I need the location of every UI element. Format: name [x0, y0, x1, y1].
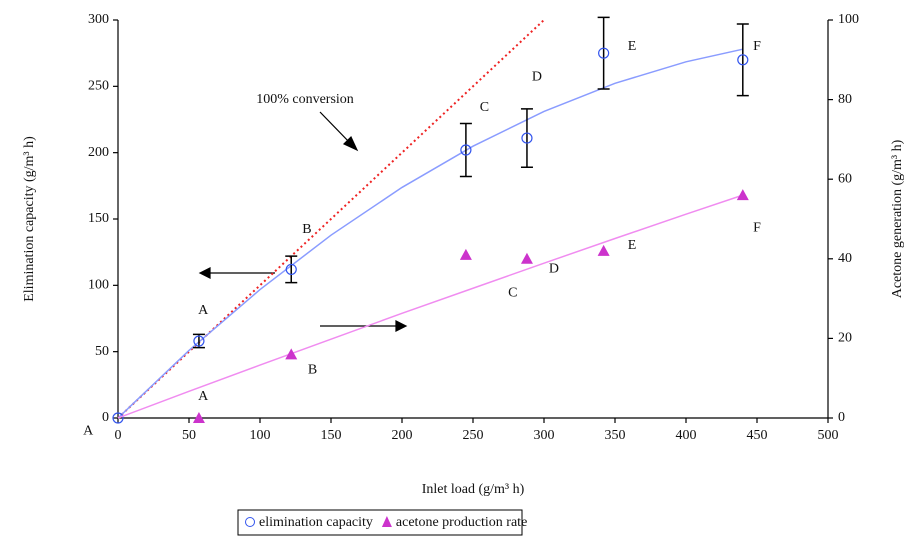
y2-tick-label: 0: [838, 410, 845, 425]
x-tick-label: 300: [534, 428, 555, 443]
point-label: D: [549, 262, 559, 277]
x-tick-label: 200: [392, 428, 413, 443]
error-bar: [736, 23, 749, 97]
arrows: [198, 111, 408, 332]
x-axis-title: Inlet load (g/m³ h): [422, 482, 525, 497]
y2-tick-label: 20: [838, 331, 852, 346]
x-tick-label: 0: [115, 428, 122, 443]
data-point: [459, 248, 472, 260]
legend-box: [237, 509, 523, 536]
data-point: [597, 244, 610, 256]
point-label: F: [753, 39, 761, 54]
data-point: [285, 348, 298, 360]
point-label: B: [308, 362, 317, 377]
x-tick-label: 450: [747, 428, 768, 443]
fit-line: [117, 194, 744, 419]
point-label: B: [302, 222, 311, 237]
data-point: [112, 412, 124, 424]
y-tick-label: 50: [95, 344, 109, 359]
x-tick-label: 50: [182, 428, 196, 443]
y-tick-label: 100: [88, 278, 109, 293]
y-tick-label: 150: [88, 211, 109, 226]
arrow-head: [198, 267, 211, 279]
x-tick-label: 350: [605, 428, 626, 443]
error-bar: [459, 122, 472, 178]
x-tick-label: 150: [321, 428, 342, 443]
data-point: [736, 189, 749, 201]
data-point: [193, 335, 205, 347]
data-point: [460, 144, 472, 156]
y2-tick-label: 100: [838, 12, 859, 27]
point-label: A: [198, 389, 209, 404]
y-tick-label: 0: [102, 410, 109, 425]
legend-marker: [381, 516, 392, 527]
arrow: [319, 111, 353, 146]
reference-line: [118, 20, 545, 418]
legend-marker: [245, 517, 255, 527]
data-point: [521, 132, 533, 144]
y-tick-label: 300: [88, 12, 109, 27]
y2-axis-title: Acetone generation (g/m³ h): [890, 139, 905, 298]
x-tick-label: 250: [463, 428, 484, 443]
arrow-head: [342, 135, 359, 152]
point-label: A: [83, 423, 94, 438]
point-label: F: [753, 221, 761, 236]
point-label: E: [628, 238, 637, 253]
reference-label: 100% conversion: [256, 92, 354, 107]
data-point: [520, 252, 533, 264]
error-bar: [285, 255, 298, 284]
point-label: A: [198, 303, 209, 318]
x-tick-label: 100: [250, 428, 271, 443]
point-label: C: [508, 286, 517, 301]
x-tick-label: 500: [818, 428, 839, 443]
point-label: D: [532, 69, 542, 84]
arrow-head: [395, 320, 408, 332]
data-point: [737, 54, 749, 66]
fit-line: [117, 48, 743, 419]
y-tick-label: 250: [88, 79, 109, 94]
error-bar: [597, 16, 610, 90]
error-bar: [520, 108, 533, 169]
legend-label: acetone production rate: [396, 515, 527, 530]
data-point: [192, 412, 205, 423]
data-point: [285, 263, 297, 276]
y2-tick-label: 60: [838, 171, 852, 186]
point-label: C: [480, 100, 489, 115]
legend-label: elimination capacity: [259, 515, 373, 530]
x-tick-label: 400: [676, 428, 697, 443]
y2-tick-label: 40: [838, 251, 852, 266]
y-tick-label: 200: [88, 145, 109, 160]
y-axis-title: Elimination capacity (g/m³ h): [22, 136, 37, 302]
data-point: [598, 47, 610, 59]
point-label: E: [628, 39, 637, 54]
y2-tick-label: 80: [838, 92, 852, 107]
